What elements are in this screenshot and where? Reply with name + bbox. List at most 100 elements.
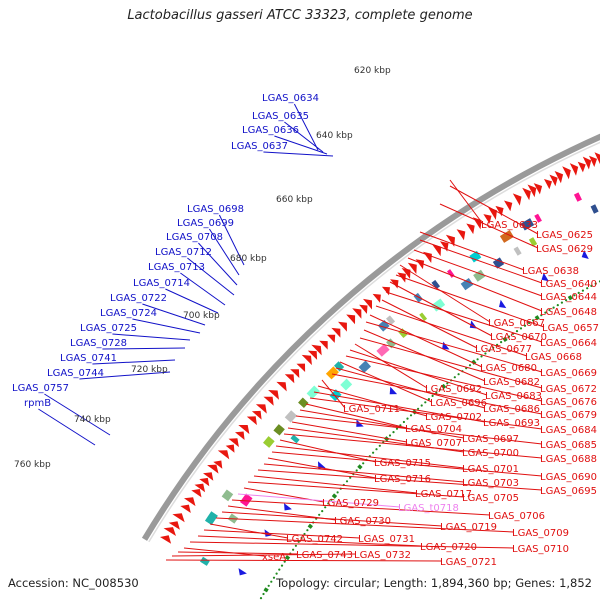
gene-label[interactable]: LGAS_0696 [430, 398, 487, 409]
gene-label[interactable]: LGAS_0667 [488, 318, 545, 329]
gene-label[interactable]: LGAS_0722 [110, 293, 167, 304]
gene-label[interactable]: LGAS_0725 [80, 323, 137, 334]
forward-gene-arrow [301, 354, 312, 366]
gene-label[interactable]: LGAS_0729 [322, 498, 379, 509]
gene-label[interactable]: LGAS_0714 [133, 278, 190, 289]
gene-label[interactable]: LGAS_0672 [540, 384, 597, 395]
gene-label[interactable]: LGAS_0690 [540, 472, 597, 483]
gene-label[interactable]: LGAS_0704 [405, 424, 462, 435]
gene-label[interactable]: LGAS_0693 [483, 418, 540, 429]
gene-label[interactable]: LGAS_0744 [47, 368, 104, 379]
ruler-dot [275, 572, 278, 575]
gene-label[interactable]: LGAS_0669 [540, 368, 597, 379]
gene-label[interactable]: LGAS_0683 [485, 391, 542, 402]
gene-label[interactable]: LGAS_0728 [70, 338, 127, 349]
gene-label[interactable]: LGAS_0716 [374, 474, 431, 485]
gene-label[interactable]: LGAS_0679 [540, 410, 597, 421]
gene-label[interactable]: LGAS_0717 [415, 489, 472, 500]
reverse-gene-arrow [499, 299, 507, 309]
ruler-dot [375, 448, 378, 451]
gene-label[interactable]: LGAS_0731 [358, 534, 415, 545]
gene-label[interactable]: LGAS_0686 [483, 404, 540, 415]
gene-label[interactable]: LGAS_0720 [420, 542, 477, 553]
gene-label[interactable]: LGAS_0721 [440, 557, 497, 568]
gene-label[interactable]: LGAS_0724 [100, 308, 157, 319]
gene-label[interactable]: LGAS_0633 [481, 220, 538, 231]
gene-label[interactable]: LGAS_0715 [374, 458, 431, 469]
gene-label[interactable]: LGAS_0703 [462, 478, 519, 489]
gene-label[interactable]: LGAS_0712 [155, 247, 212, 258]
gene-label[interactable]: LGAS_0743 [296, 550, 353, 561]
gene-label[interactable]: LGAS_0713 [148, 262, 205, 273]
ruler-dot [468, 364, 472, 367]
gene-label[interactable]: LGAS_0629 [536, 244, 593, 255]
callout-line [208, 228, 240, 276]
gene-label[interactable]: LGAS_0702 [425, 412, 482, 423]
gene-label[interactable]: LGAS_0684 [540, 425, 597, 436]
gene-label[interactable]: LGAS_0700 [462, 448, 519, 459]
callout-line [309, 397, 543, 430]
gene-label[interactable]: LGAS_0705 [462, 493, 519, 504]
gene-label[interactable]: LGAS_0637 [231, 141, 288, 152]
gene-label[interactable]: LGAS_0707 [405, 438, 462, 449]
gene-label[interactable]: LGAS_0701 [462, 464, 519, 475]
gene-label[interactable]: LGAS_0709 [512, 528, 569, 539]
gene-label[interactable]: LGAS_0682 [483, 377, 540, 388]
gene-label[interactable]: xseA [262, 552, 286, 563]
gene-label[interactable]: LGAS_0636 [242, 125, 299, 136]
callout-line [263, 463, 465, 483]
gene-label[interactable]: LGAS_0732 [354, 550, 411, 561]
gene-label[interactable]: LGAS_0640 [540, 279, 597, 290]
gene-label[interactable]: LGAS_0664 [540, 338, 597, 349]
gene-label[interactable]: LGAS_0757 [12, 383, 69, 394]
gene-label[interactable]: LGAS_0677 [475, 344, 532, 355]
callout-line [257, 469, 543, 491]
gene-label[interactable]: LGAS_0648 [540, 307, 597, 318]
gene-label[interactable]: rpmB [24, 398, 51, 409]
gene-label[interactable]: LGAS_0657 [542, 323, 599, 334]
gene-label[interactable]: LGAS_0688 [540, 454, 597, 465]
gene-label[interactable]: LGAS_0708 [166, 232, 223, 243]
gene-label[interactable]: LGAS_0625 [536, 230, 593, 241]
gene-label[interactable]: LGAS_0635 [252, 111, 309, 122]
forward-gene-arrow [549, 174, 558, 187]
gene-label[interactable]: LGAS_0719 [440, 522, 497, 533]
callout-line [313, 391, 486, 423]
callout-line [375, 305, 528, 357]
cog-segment [528, 237, 538, 247]
callout-line [439, 203, 539, 249]
forward-gene-arrow [381, 286, 390, 296]
ruler-dot [590, 284, 593, 287]
gene-label[interactable]: LGAS_0742 [286, 534, 343, 545]
forward-gene-arrow [527, 184, 537, 198]
gene-label[interactable]: LGAS_0670 [490, 332, 547, 343]
gene-label[interactable]: LGAS_0668 [525, 352, 582, 363]
callout-line [413, 249, 543, 297]
gene-label[interactable]: LGAS_0692 [425, 384, 482, 395]
gene-label[interactable]: LGAS_0697 [462, 434, 519, 445]
gene-label[interactable]: LGAS_0676 [540, 397, 597, 408]
forward-gene-arrow [307, 350, 318, 360]
gene-label[interactable]: LGAS_0698 [187, 204, 244, 215]
cog-segment [376, 343, 390, 357]
callout-line [331, 373, 543, 415]
gene-label[interactable]: LGAS_0644 [540, 292, 597, 303]
callout-line [293, 103, 319, 151]
gene-label[interactable]: LGAS_0685 [540, 440, 597, 451]
gene-label[interactable]: LGAS_0711 [343, 404, 400, 415]
gene-label[interactable]: LGAS_0695 [540, 486, 597, 497]
gene-label[interactable]: LGAS_0680 [480, 363, 537, 374]
gene-label[interactable]: LGAS_0638 [522, 266, 579, 277]
callout-line [345, 355, 543, 402]
gene-label[interactable]: LGAS_0706 [488, 511, 545, 522]
forward-gene-arrow [228, 438, 239, 448]
gene-label[interactable]: LGAS_0634 [262, 93, 319, 104]
gene-label[interactable]: LGAS_0699 [177, 218, 234, 229]
gene-label[interactable]: LGAS_0710 [512, 544, 569, 555]
gene-label[interactable]: LGAS_0741 [60, 353, 117, 364]
ruler-dot [378, 444, 381, 447]
gene-label[interactable]: LGAS_t0718 [398, 503, 459, 514]
forward-gene-arrow [569, 163, 579, 176]
gene-label[interactable]: LGAS_0730 [334, 516, 391, 527]
